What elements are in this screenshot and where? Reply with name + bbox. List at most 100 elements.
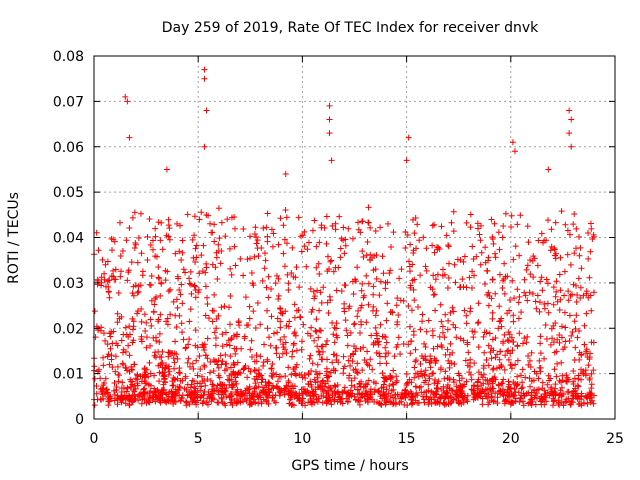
data-point bbox=[345, 375, 352, 382]
data-point bbox=[162, 389, 169, 396]
data-point bbox=[157, 399, 164, 406]
data-point bbox=[377, 321, 384, 328]
data-point bbox=[516, 330, 523, 337]
data-point bbox=[108, 273, 115, 280]
data-point bbox=[531, 255, 538, 262]
data-point bbox=[381, 395, 388, 402]
data-point bbox=[370, 291, 377, 298]
data-point bbox=[431, 221, 438, 228]
data-point bbox=[523, 339, 530, 346]
data-point bbox=[124, 384, 131, 391]
data-point bbox=[419, 311, 426, 318]
data-point bbox=[480, 365, 487, 372]
data-point bbox=[543, 276, 550, 283]
data-point bbox=[147, 282, 154, 289]
data-point bbox=[246, 315, 253, 322]
data-point bbox=[279, 350, 286, 357]
data-point bbox=[129, 367, 136, 374]
data-point bbox=[320, 393, 327, 400]
data-point bbox=[431, 249, 438, 256]
data-point bbox=[366, 394, 373, 401]
data-point bbox=[505, 378, 512, 385]
data-point bbox=[227, 265, 234, 272]
data-point bbox=[422, 357, 429, 364]
data-point bbox=[535, 386, 542, 393]
data-point bbox=[480, 333, 487, 340]
data-point bbox=[361, 357, 368, 364]
data-point bbox=[500, 376, 507, 383]
data-point bbox=[104, 341, 111, 348]
data-point bbox=[558, 359, 565, 366]
data-point bbox=[223, 393, 230, 400]
data-point bbox=[501, 331, 508, 338]
data-point bbox=[128, 363, 135, 370]
data-point bbox=[545, 372, 552, 379]
data-point bbox=[548, 384, 555, 391]
data-point bbox=[341, 308, 348, 315]
data-point bbox=[471, 360, 478, 367]
data-point bbox=[449, 387, 456, 394]
data-point bbox=[437, 301, 444, 308]
data-point bbox=[111, 397, 118, 404]
data-point bbox=[402, 228, 409, 235]
data-point bbox=[539, 379, 546, 386]
data-point bbox=[268, 313, 275, 320]
data-point bbox=[463, 396, 470, 403]
data-point bbox=[373, 275, 380, 282]
data-point bbox=[313, 264, 320, 271]
data-point bbox=[552, 381, 559, 388]
data-point bbox=[316, 307, 323, 314]
data-point bbox=[482, 386, 489, 393]
data-point bbox=[378, 384, 385, 391]
data-point bbox=[282, 373, 289, 380]
data-point bbox=[194, 372, 201, 379]
data-point bbox=[111, 238, 118, 245]
data-point bbox=[147, 241, 154, 248]
data-point bbox=[444, 381, 451, 388]
data-point bbox=[410, 286, 417, 293]
data-point bbox=[169, 378, 176, 385]
data-point bbox=[553, 373, 560, 380]
data-point bbox=[583, 290, 590, 297]
data-point bbox=[494, 394, 501, 401]
data-point bbox=[363, 319, 370, 326]
data-point bbox=[126, 331, 133, 338]
data-point bbox=[359, 280, 366, 287]
data-point bbox=[537, 368, 544, 375]
data-point bbox=[319, 356, 326, 363]
data-point bbox=[541, 355, 548, 362]
data-point bbox=[233, 380, 240, 387]
data-point bbox=[490, 240, 497, 247]
data-point bbox=[98, 274, 105, 281]
data-point bbox=[171, 350, 178, 357]
data-point bbox=[290, 365, 297, 372]
data-point bbox=[103, 387, 110, 394]
data-point bbox=[417, 326, 424, 333]
data-point bbox=[526, 375, 533, 382]
data-point bbox=[181, 385, 188, 392]
data-point bbox=[491, 374, 498, 381]
data-point bbox=[545, 217, 552, 224]
data-point bbox=[252, 367, 259, 374]
data-point bbox=[211, 358, 218, 365]
data-point bbox=[374, 339, 381, 346]
data-point bbox=[523, 266, 530, 273]
data-point bbox=[327, 369, 334, 376]
data-point bbox=[102, 261, 109, 268]
data-point bbox=[170, 401, 177, 408]
data-point bbox=[341, 388, 348, 395]
data-point bbox=[184, 381, 191, 388]
data-point bbox=[379, 253, 386, 260]
data-point bbox=[309, 360, 316, 367]
data-point bbox=[495, 229, 502, 236]
data-point bbox=[450, 308, 457, 315]
data-point bbox=[185, 355, 192, 362]
data-point bbox=[517, 372, 524, 379]
data-point bbox=[311, 337, 318, 344]
data-point bbox=[490, 398, 497, 405]
data-point bbox=[208, 394, 215, 401]
data-point bbox=[326, 130, 333, 137]
data-point bbox=[393, 344, 400, 351]
data-point bbox=[204, 335, 211, 342]
data-point bbox=[505, 338, 512, 345]
